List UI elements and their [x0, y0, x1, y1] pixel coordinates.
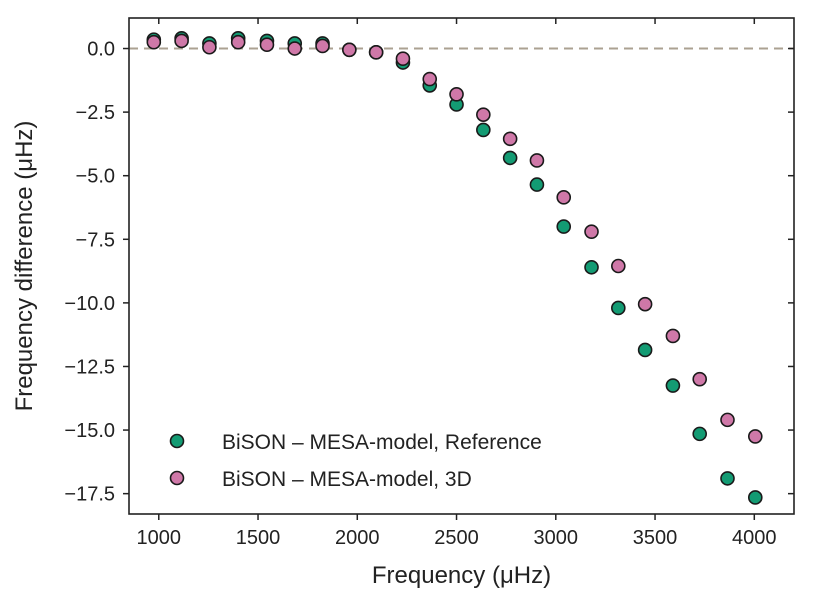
data-point — [529, 153, 545, 168]
x-tick-label: 3500 — [633, 527, 678, 549]
data-point — [637, 342, 653, 358]
x-tick-label: 1500 — [236, 527, 281, 549]
data-point — [202, 39, 217, 55]
y-tick-label: −5.0 — [76, 166, 115, 188]
data-point — [502, 150, 518, 166]
x-tick-label: 1000 — [137, 527, 182, 549]
data-point — [611, 258, 626, 274]
y-tick-label: −7.5 — [76, 229, 115, 251]
y-tick-label: −10.0 — [64, 293, 115, 315]
y-tick-label: −2.5 — [76, 102, 115, 124]
data-point — [315, 38, 330, 54]
data-point — [692, 371, 708, 387]
data-point — [422, 71, 438, 87]
series-3d-points — [146, 33, 763, 444]
legend-label-3d: BiSON – MESA-model, 3D — [222, 468, 472, 491]
data-point — [287, 41, 303, 56]
data-point — [529, 177, 545, 192]
x-axis-ticks: 1000 1500 2000 2500 3000 3500 4000 — [137, 18, 777, 549]
x-axis-label: Frequency (μHz) — [372, 562, 551, 589]
y-tick-label: −17.5 — [64, 484, 115, 506]
data-point — [611, 300, 626, 316]
data-point — [449, 87, 464, 102]
data-point — [692, 426, 708, 442]
data-point — [342, 42, 357, 58]
data-point — [665, 328, 681, 344]
data-point — [476, 107, 491, 122]
data-point — [502, 131, 518, 147]
y-tick-label: −15.0 — [64, 420, 115, 442]
data-point — [556, 219, 572, 234]
y-tick-label: 0.0 — [87, 39, 115, 61]
data-point — [230, 34, 246, 50]
legend: BiSON – MESA-model, Reference BiSON – ME… — [169, 431, 542, 491]
data-point — [146, 34, 162, 50]
legend-marker-3d — [169, 470, 185, 486]
legend-label-reference: BiSON – MESA-model, Reference — [222, 431, 542, 454]
data-point — [259, 37, 275, 53]
plot-frame — [128, 17, 795, 515]
y-tick-label: −12.5 — [64, 356, 115, 378]
data-point — [174, 33, 189, 49]
data-point — [747, 429, 763, 444]
data-point — [584, 224, 599, 239]
x-tick-label: 2000 — [335, 527, 380, 549]
data-point — [637, 296, 653, 312]
y-axis-label: Frequency difference (μHz) — [11, 121, 38, 412]
x-tick-label: 2500 — [434, 527, 479, 549]
x-tick-label: 4000 — [732, 527, 777, 549]
data-point — [747, 490, 763, 505]
x-tick-label: 3000 — [534, 527, 579, 549]
data-point — [476, 122, 491, 138]
data-point — [395, 51, 411, 66]
data-point — [556, 190, 572, 205]
data-point — [665, 378, 681, 393]
data-point — [584, 259, 599, 275]
data-point — [720, 471, 735, 486]
data-point — [368, 45, 384, 60]
y-axis-ticks: 0.0 −2.5 −5.0 −7.5 −10.0 −12.5 −15.0 −17.5 — [64, 39, 794, 506]
legend-marker-reference — [169, 433, 185, 449]
data-point — [720, 412, 735, 428]
